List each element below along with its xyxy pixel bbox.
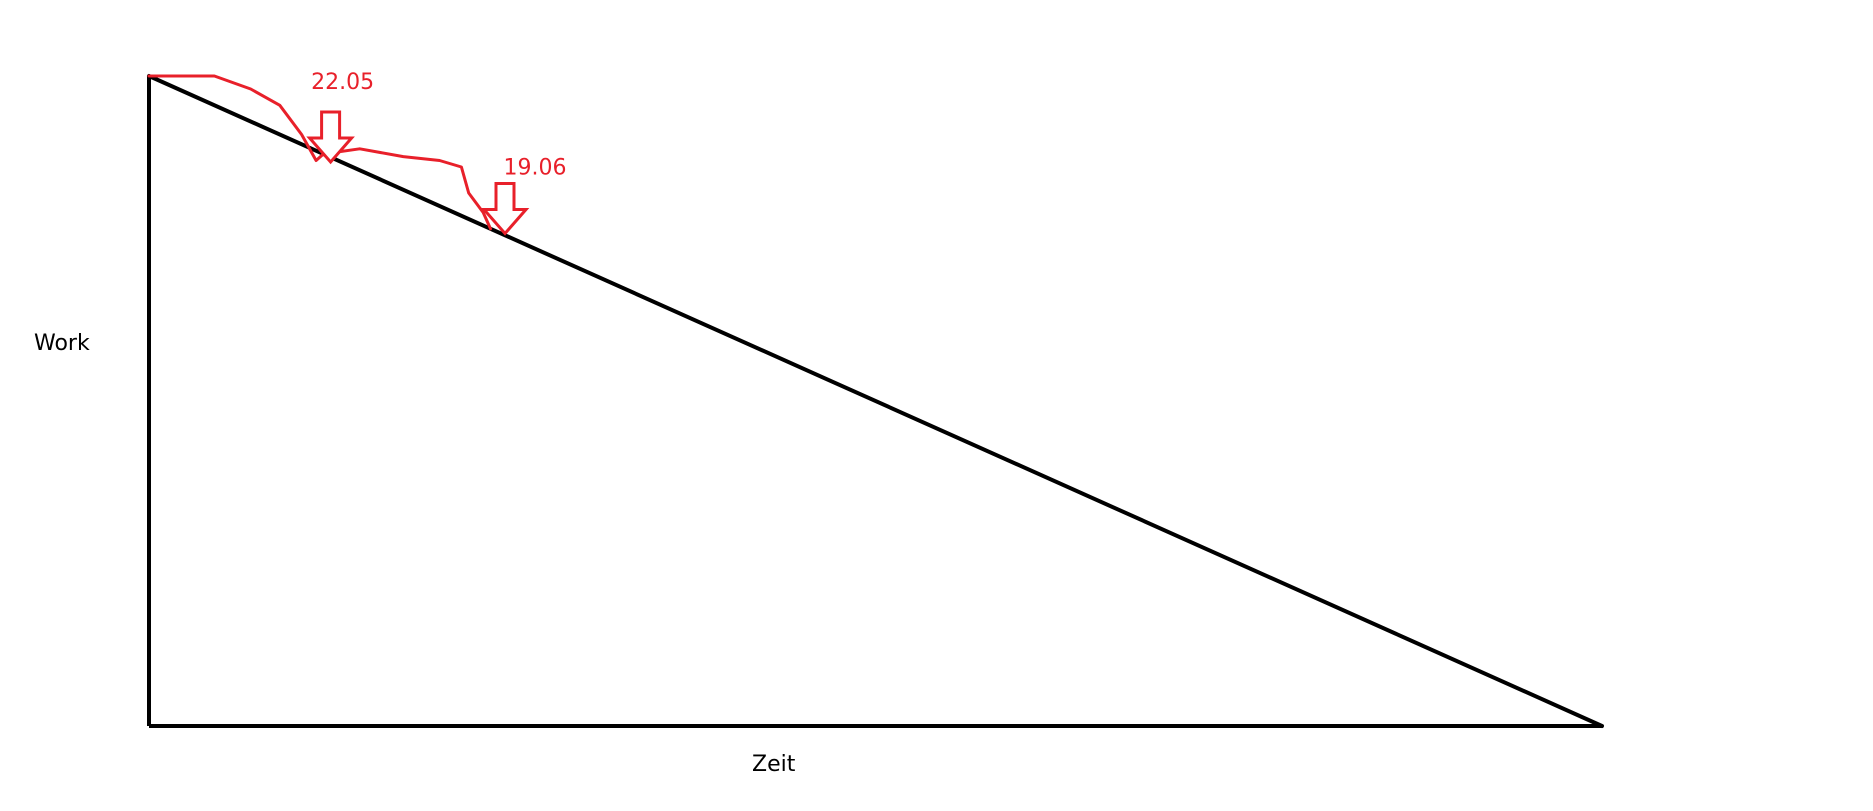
- axes: [147, 76, 1602, 728]
- series-lines: [147, 74, 1604, 728]
- ideal-trend-line: [147, 74, 1604, 728]
- x-axis-label: Zeit: [752, 752, 796, 777]
- annotation-label-1: 22.05: [311, 70, 374, 95]
- annotation-label-2: 19.06: [504, 156, 567, 181]
- y-axis-label: Work: [34, 331, 90, 356]
- annotation-arrow-1: [306, 110, 355, 165]
- annotation-arrow-2: [480, 182, 530, 236]
- annotations: 22.05 19.06: [306, 70, 567, 236]
